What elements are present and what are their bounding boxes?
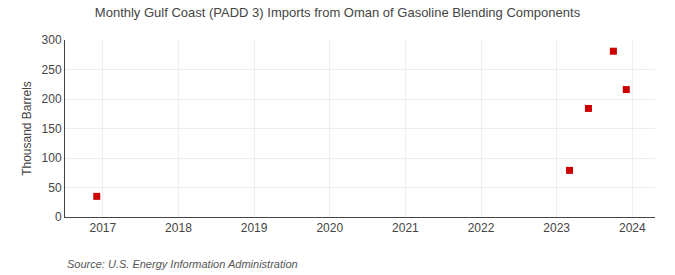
svg-text:2021: 2021 [392,221,419,235]
svg-text:0: 0 [55,210,62,224]
svg-text:300: 300 [42,33,62,47]
svg-text:2020: 2020 [316,221,343,235]
svg-text:2018: 2018 [165,221,192,235]
svg-text:2019: 2019 [241,221,268,235]
svg-text:Thousand Barrels: Thousand Barrels [20,81,34,176]
svg-text:Source: U.S. Energy Informatio: Source: U.S. Energy Information Administ… [67,258,298,270]
svg-text:2024: 2024 [619,221,646,235]
svg-text:150: 150 [42,122,62,136]
svg-text:Monthly Gulf Coast (PADD 3) Im: Monthly Gulf Coast (PADD 3) Imports from… [95,5,581,20]
svg-text:2022: 2022 [468,221,495,235]
svg-text:100: 100 [42,151,62,165]
svg-text:250: 250 [42,63,62,77]
svg-text:200: 200 [42,92,62,106]
svg-text:2017: 2017 [89,221,116,235]
svg-text:50: 50 [48,181,62,195]
svg-text:2023: 2023 [543,221,570,235]
